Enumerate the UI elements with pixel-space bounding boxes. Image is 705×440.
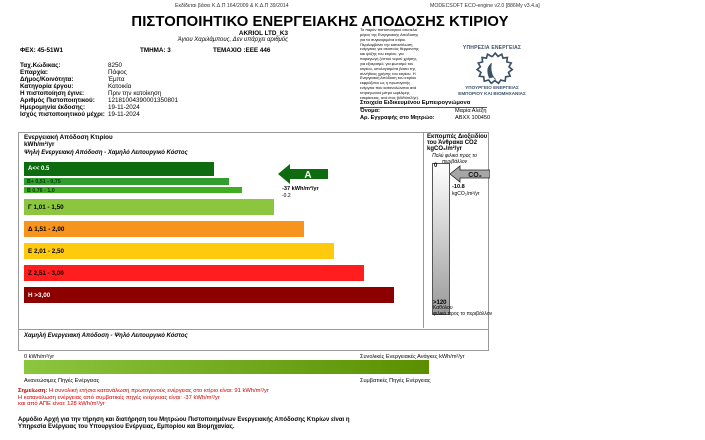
svg-text:A: A (304, 170, 311, 181)
svg-text:CO₂: CO₂ (468, 172, 482, 179)
